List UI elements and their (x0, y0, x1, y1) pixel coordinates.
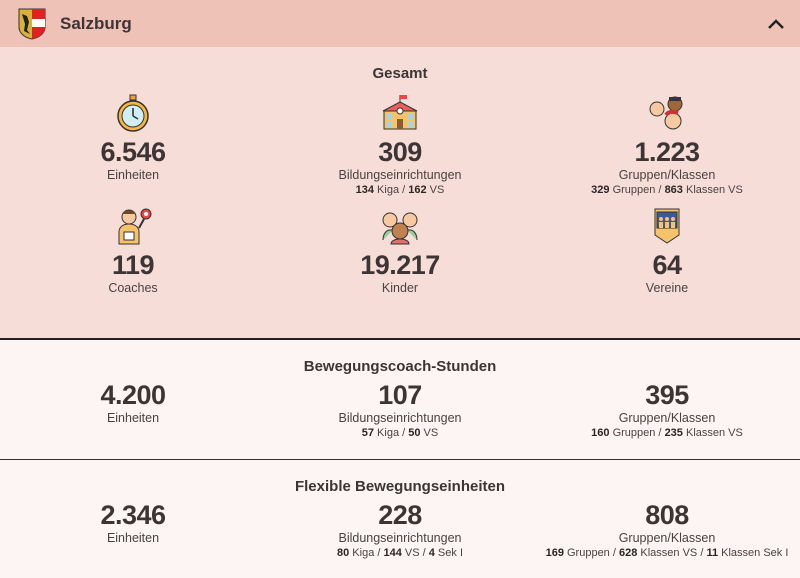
stat-einheiten: 2.346 Einheiten (0, 500, 266, 561)
section-title: Gesamt (372, 65, 428, 82)
stat-bildungseinrichtungen: 228 Bildungseinrichtungen 80 Kiga / 144 … (267, 500, 533, 561)
stat-breakdown: 169 Gruppen / 628 Klassen VS / 11 Klasse… (534, 546, 800, 561)
stat-value: 309 (378, 137, 422, 167)
chevron-up-icon[interactable] (766, 14, 786, 34)
stat-kinder: 19.217 Kinder (267, 202, 533, 296)
stat-value: 4.200 (100, 380, 166, 410)
stat-value: 808 (645, 500, 689, 530)
stat-label: Kinder (381, 281, 419, 295)
group-icon (534, 89, 800, 137)
stat-breakdown: 57 Kiga / 50 VS (267, 426, 533, 441)
breakdown-count: 144 (383, 547, 402, 559)
region-header[interactable]: Salzburg (0, 0, 800, 47)
breakdown-count: 863 (664, 184, 683, 196)
stopwatch-icon (0, 89, 266, 137)
breakdown-label: Gruppen / (563, 547, 619, 559)
breakdown-label: Gruppen / (609, 427, 665, 439)
stat-label: Gruppen/Klassen (618, 531, 716, 545)
breakdown-count: 4 (428, 547, 435, 559)
stat-label: Vereine (645, 281, 689, 295)
breakdown-count: 50 (408, 427, 421, 439)
club-badge-icon (534, 202, 800, 250)
stat-breakdown: 80 Kiga / 144 VS / 4 Sek I (267, 546, 533, 561)
breakdown-count: 628 (618, 547, 638, 559)
gesamt-section: Gesamt 6.546 Einheiten 309 Bildungseinri… (0, 47, 800, 340)
breakdown-label: Kiga / (374, 184, 409, 196)
breakdown-label: Klassen VS / (637, 547, 707, 559)
breakdown-label: Klassen VS (682, 184, 743, 196)
stat-breakdown: 329 Gruppen / 863 Klassen VS (534, 183, 800, 198)
breakdown-label: VS (426, 184, 445, 196)
breakdown-label: VS (420, 427, 439, 439)
stat-bildungseinrichtungen: 309 Bildungseinrichtungen 134 Kiga / 162… (267, 89, 533, 198)
breakdown-count: 162 (408, 184, 427, 196)
stat-label: Gruppen/Klassen (618, 168, 716, 182)
stat-value: 119 (111, 250, 155, 280)
breakdown-count: 57 (361, 427, 374, 439)
stat-bildungseinrichtungen: 107 Bildungseinrichtungen 57 Kiga / 50 V… (267, 380, 533, 441)
stat-value: 1.223 (634, 137, 700, 167)
region-title: Salzburg (60, 13, 132, 33)
children-icon (267, 202, 533, 250)
breakdown-label: Kiga / (349, 547, 384, 559)
stat-label: Einheiten (106, 168, 160, 182)
breakdown-label: Klassen VS (682, 427, 743, 439)
stat-gruppen-klassen: 808 Gruppen/Klassen 169 Gruppen / 628 Kl… (534, 500, 800, 561)
stat-breakdown: 160 Gruppen / 235 Klassen VS (534, 426, 800, 441)
stat-label: Bildungseinrichtungen (338, 411, 462, 425)
breakdown-count: 11 (706, 547, 719, 559)
flexible-section: Flexible Bewegungseinheiten 2.346 Einhei… (0, 460, 800, 578)
stat-label: Gruppen/Klassen (618, 411, 716, 425)
stat-value: 64 (652, 250, 682, 280)
stat-value: 228 (378, 500, 422, 530)
coach-icon (0, 202, 266, 250)
stat-coaches: 119 Coaches (0, 202, 266, 296)
stat-value: 19.217 (360, 250, 440, 280)
breakdown-label: VS / (401, 547, 429, 559)
stat-label: Bildungseinrichtungen (338, 531, 462, 545)
stat-gruppen-klassen: 395 Gruppen/Klassen 160 Gruppen / 235 Kl… (534, 380, 800, 441)
breakdown-count: 160 (591, 427, 610, 439)
breakdown-label: Sek I (434, 547, 463, 559)
breakdown-label: Klassen Sek I (718, 547, 789, 559)
stat-einheiten: 6.546 Einheiten (0, 89, 266, 198)
stat-breakdown: 134 Kiga / 162 VS (267, 183, 533, 198)
breakdown-count: 329 (591, 184, 610, 196)
section-title: Flexible Bewegungseinheiten (294, 478, 506, 495)
stat-label: Bildungseinrichtungen (338, 168, 462, 182)
breakdown-count: 235 (664, 427, 683, 439)
stat-vereine: 64 Vereine (534, 202, 800, 296)
breakdown-label: Gruppen / (609, 184, 665, 196)
stat-value: 395 (645, 380, 689, 410)
stat-value: 2.346 (100, 500, 166, 530)
school-icon (267, 89, 533, 137)
breakdown-label: Kiga / (374, 427, 409, 439)
stat-einheiten: 4.200 Einheiten (0, 380, 266, 441)
stat-label: Einheiten (106, 531, 160, 545)
section-title: Bewegungscoach-Stunden (303, 358, 497, 375)
stat-value: 107 (378, 380, 422, 410)
stat-label: Einheiten (106, 411, 160, 425)
stat-gruppen-klassen: 1.223 Gruppen/Klassen 329 Gruppen / 863 … (534, 89, 800, 198)
bewegungscoach-section: Bewegungscoach-Stunden 4.200 Einheiten 1… (0, 340, 800, 460)
breakdown-count: 169 (545, 547, 564, 559)
breakdown-count: 80 (336, 547, 350, 559)
salzburg-crest-icon (18, 8, 46, 40)
breakdown-count: 134 (355, 184, 374, 196)
stat-label: Coaches (108, 281, 158, 295)
stat-value: 6.546 (100, 137, 166, 167)
